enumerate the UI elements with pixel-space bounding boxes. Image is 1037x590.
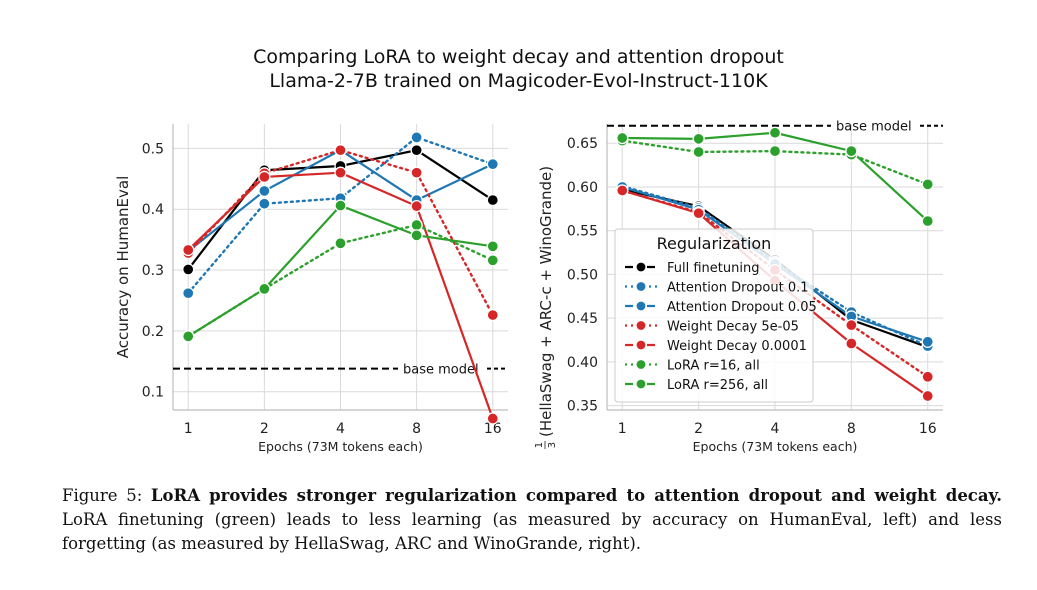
legend-entry-label: Attention Dropout 0.1 [667,281,809,296]
legend-marker [635,261,647,273]
data-point [616,184,629,197]
data-point [692,207,705,220]
data-point [486,240,499,253]
data-point [921,335,934,348]
data-point [486,308,499,322]
legend-marker [635,300,647,312]
y-tick-label: 0.55 [567,224,598,240]
legend-marker [635,319,647,332]
figure-svg: 1 2 4 8 16 0.1 0.2 0.3 0.4 0.5 Epochs (73M tokens … [114,120,943,454]
x-tick-label: 2 [694,421,703,437]
data-point [258,170,271,184]
legend-title: Regularization [657,234,772,253]
x-tick-label: 8 [847,421,856,437]
x-axis-label: Epochs (73M tokens each) [693,439,858,454]
x-tick-label: 4 [336,421,345,437]
data-point [410,229,423,242]
y-tick-label: 0.40 [567,355,598,371]
data-point [921,370,934,383]
y-tick-label: 0.4 [142,202,164,218]
legend-marker [635,358,647,371]
chart-title-line1: Comparing LoRA to weight decay and atten… [253,46,784,68]
y-tick-label: 0.35 [567,399,598,415]
data-point [486,412,499,425]
data-point [258,282,271,296]
x-tick-label: 4 [771,421,780,437]
data-point [334,144,347,157]
y-axis-label: Accuracy on HumanEval [114,176,132,359]
caption-label: Figure 5: [62,486,143,505]
x-tick-label: 8 [412,421,421,437]
y-axis-label: 1 3 (HellaSwag + ARC-c + WinoGrande) [534,166,558,449]
data-point [845,144,858,158]
y-tick-label: 0.65 [567,136,598,152]
y-tick-label: 0.3 [142,263,164,279]
data-point [486,193,499,207]
data-point [410,131,423,144]
data-point [334,199,347,212]
y-tick-label: 0.60 [567,180,598,196]
y-tick-label: 0.5 [142,141,164,157]
data-point [334,237,347,250]
legend-entry-label: LoRA r=256, all [667,378,768,393]
data-point [410,166,423,179]
data-point [692,132,705,146]
y-tick-label: 0.1 [142,385,164,401]
legend-entry-label: LoRA r=16, all [667,359,760,374]
baseline-label: base model [836,120,912,135]
legend-marker [635,378,647,390]
data-point [486,254,499,267]
data-point [921,389,934,403]
legend-entry-label: Attention Dropout 0.05 [667,300,817,315]
data-point [258,197,271,210]
caption-bold: LoRA provides stronger regularization co… [150,486,1002,505]
y-tick-label: 0.50 [567,267,598,283]
legend-entry-label: Full finetuning [667,261,759,276]
x-tick-label: 1 [618,421,627,437]
chart-panel-1: 1 2 4 8 16 0.1 0.2 0.3 0.4 0.5 Epochs (73M tokens … [114,124,508,454]
chart-panel-2: 1 2 4 8 16 0.35 0.40 0.45 0.50 0.55 0.60 0.65 Epochs… [534,120,943,454]
data-point [182,287,195,300]
data-point [768,126,782,139]
baseline-label: base model [403,363,479,378]
legend-entry-label: Weight Decay 5e-05 [667,320,799,335]
legend: Regularization Full finetuning Attention D… [614,228,817,403]
data-point [182,330,195,343]
data-point [845,319,858,332]
chart-title-line2: Llama-2-7B trained on Magicoder-Evol-Ins… [269,70,768,92]
x-axis-label: Epochs (73M tokens each) [258,439,423,454]
legend-entry-label: Weight Decay 0.0001 [667,339,807,354]
y-label-fraction-den: 3 [547,442,558,448]
data-point [334,166,347,179]
x-tick-label: 2 [260,421,269,437]
data-point [768,144,782,158]
data-point [182,263,195,276]
y-tick-label: 0.45 [567,311,598,327]
data-point [410,218,423,232]
data-point [182,243,195,257]
y-tick-label: 0.2 [142,324,164,340]
data-point [845,337,858,350]
data-point [692,145,705,159]
y-label-fraction-num: 1 [534,442,545,448]
legend-box [614,228,814,403]
caption-text: LoRA finetuning (green) leads to less le… [62,510,1002,553]
x-tick-label: 16 [919,421,937,437]
data-point [410,199,423,213]
data-point [486,158,499,171]
data-point [410,144,423,157]
y-axis-label-text: (HellaSwag + ARC-c + WinoGrande) [537,166,555,437]
data-point [921,178,934,191]
data-point [258,184,271,198]
figure-caption: Figure 5: LoRA provides stronger regular… [62,484,1002,556]
legend-marker [635,339,647,351]
legend-marker [635,280,647,293]
x-tick-label: 1 [184,421,193,437]
x-tick-label: 16 [484,421,502,437]
series-line [621,139,929,186]
data-point [921,214,934,228]
data-point [616,131,629,145]
